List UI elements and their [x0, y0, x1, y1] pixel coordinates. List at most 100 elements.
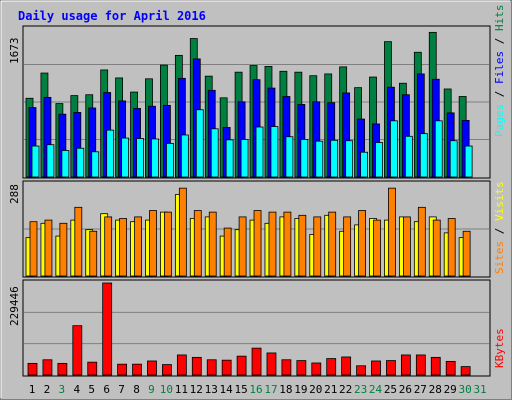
bar-pages-day-27 [419, 133, 428, 178]
bar-pages-day-30 [464, 145, 473, 178]
bar-sites-day-10 [164, 211, 172, 277]
bar-kbytes-day-2 [42, 359, 53, 376]
day-label-11: 11 [175, 383, 188, 396]
day-label-14: 14 [220, 383, 234, 396]
bar-pages-day-20 [315, 140, 324, 178]
bar-pages-day-14 [225, 139, 234, 178]
bar-sites-day-25 [388, 187, 396, 277]
legend-pages: Pages [493, 104, 506, 137]
bar-kbytes-day-20 [311, 362, 322, 376]
hits-ymax-label: 1673 [8, 38, 21, 65]
bar-kbytes-day-9 [147, 360, 157, 376]
bar-sites-day-7 [119, 218, 128, 277]
legend-sep-1: / [493, 84, 506, 104]
bar-kbytes-day-5 [87, 361, 98, 376]
day-label-5: 5 [88, 383, 95, 396]
bar-sites-day-20 [313, 216, 322, 277]
bar-kbytes-day-27 [415, 354, 426, 376]
day-label-15: 15 [234, 383, 247, 396]
legend-sites: Sites [493, 241, 506, 274]
bar-pages-day-7 [121, 137, 130, 178]
bar-kbytes-day-26 [400, 354, 411, 376]
bar-kbytes-day-29 [445, 360, 456, 376]
bar-kbytes-day-13 [206, 359, 217, 376]
bar-kbytes-day-1 [27, 362, 38, 376]
bar-kbytes-day-21 [326, 358, 337, 376]
bar-sites-day-29 [447, 218, 456, 277]
day-label-23: 23 [354, 383, 367, 396]
bar-sites-day-2 [44, 219, 53, 277]
legend-files: Files [493, 51, 506, 84]
bar-pages-day-25 [390, 120, 398, 178]
bar-kbytes-day-23 [356, 365, 366, 376]
day-label-29: 29 [444, 383, 457, 396]
bar-pages-day-26 [404, 135, 413, 178]
day-label-21: 21 [324, 383, 337, 396]
day-label-8: 8 [133, 383, 140, 396]
bar-pages-day-6 [106, 129, 115, 178]
bar-sites-day-18 [283, 211, 292, 277]
day-label-27: 27 [414, 383, 427, 396]
bar-groups [25, 31, 473, 376]
bar-sites-day-14 [223, 227, 232, 277]
bar-sites-day-28 [432, 219, 441, 277]
bar-kbytes-day-14 [221, 359, 232, 376]
bar-kbytes-day-28 [430, 356, 441, 376]
bar-sites-day-16 [253, 210, 262, 277]
kbytes-panel-legend: KBytes [493, 328, 506, 368]
bar-sites-day-17 [268, 211, 277, 277]
bar-kbytes-day-18 [281, 359, 292, 376]
bar-kbytes-day-6 [102, 282, 113, 376]
bar-kbytes-day-15 [236, 355, 247, 376]
legend-sep-3: / [493, 221, 506, 241]
legend-visits: Visits [493, 181, 506, 221]
bar-kbytes-day-7 [117, 363, 128, 376]
bar-pages-day-11 [180, 134, 189, 178]
day-label-22: 22 [339, 383, 352, 396]
kbytes-ymax-label: 229446 [8, 286, 21, 326]
day-label-17: 17 [264, 383, 277, 396]
bar-sites-day-12 [193, 210, 202, 277]
day-label-9: 9 [148, 383, 155, 396]
day-label-10: 10 [160, 383, 173, 396]
chart-title: Daily usage for April 2016 [18, 9, 206, 23]
bar-pages-day-16 [255, 126, 264, 178]
day-label-2: 2 [44, 383, 51, 396]
bar-pages-day-28 [434, 120, 443, 178]
day-label-12: 12 [190, 383, 203, 396]
bar-pages-day-22 [345, 140, 354, 178]
day-labels: 1 2 3 4 5 6 7 8 9 10 11 12 13 14 15 16 17 18 19 20 21 22 23 24 2… [29, 383, 487, 396]
day-label-4: 4 [73, 383, 80, 396]
bar-pages-day-9 [151, 138, 159, 178]
bar-pages-day-4 [76, 147, 85, 178]
bar-kbytes-day-11 [176, 354, 187, 376]
bar-pages-day-21 [330, 139, 339, 178]
bar-pages-day-2 [46, 144, 55, 178]
bar-pages-day-23 [360, 151, 368, 178]
bar-pages-day-8 [136, 138, 144, 178]
bar-sites-day-11 [178, 187, 187, 277]
bar-sites-day-21 [328, 211, 337, 277]
bar-kbytes-day-19 [296, 360, 307, 376]
day-label-19: 19 [294, 383, 307, 396]
day-label-30: 30 [459, 383, 472, 396]
day-label-3: 3 [59, 383, 66, 396]
bar-kbytes-day-24 [371, 360, 381, 376]
bar-pages-day-5 [91, 151, 100, 178]
day-label-6: 6 [103, 383, 110, 396]
bar-sites-day-24 [373, 219, 381, 277]
bar-sites-day-19 [298, 214, 307, 277]
bar-pages-day-24 [375, 142, 383, 178]
bar-kbytes-day-10 [162, 364, 172, 376]
visits-panel-legend: Sites / Visits [493, 181, 506, 274]
bar-kbytes-day-4 [72, 325, 83, 376]
bar-pages-day-29 [449, 140, 458, 178]
bar-sites-day-8 [134, 216, 142, 277]
bar-sites-day-22 [343, 216, 352, 277]
bar-kbytes-day-30 [460, 366, 471, 376]
bar-pages-day-3 [61, 150, 70, 178]
bar-sites-day-4 [74, 206, 83, 277]
day-label-1: 1 [29, 383, 36, 396]
bar-pages-day-18 [285, 136, 294, 178]
